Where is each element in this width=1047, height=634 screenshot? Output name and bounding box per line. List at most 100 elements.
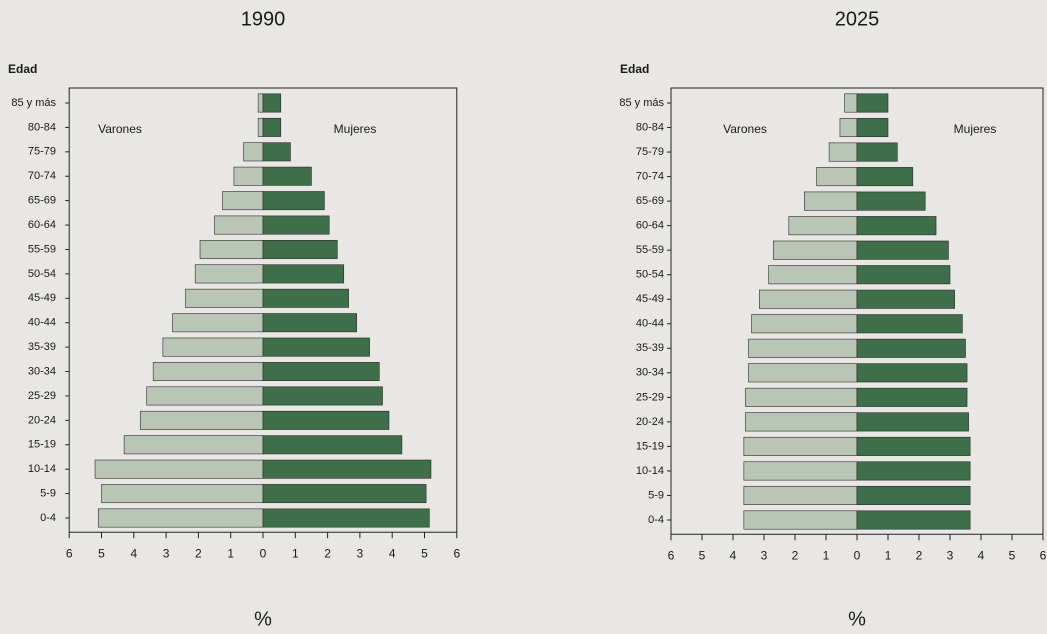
legend-label: Mujeres bbox=[334, 122, 377, 136]
bar bbox=[262, 435, 403, 455]
bar bbox=[214, 215, 264, 235]
x-tick-label: 3 bbox=[761, 548, 768, 562]
bar bbox=[839, 118, 858, 138]
x-axis-label: % bbox=[254, 608, 272, 630]
x-tick-label: 1 bbox=[885, 548, 892, 562]
bar bbox=[194, 264, 264, 284]
x-tick-label: 0 bbox=[854, 548, 861, 562]
bar bbox=[748, 363, 858, 383]
bar bbox=[856, 93, 889, 113]
bar bbox=[745, 387, 858, 407]
category-label: 5-9 bbox=[40, 487, 56, 499]
category-label: 60-64 bbox=[28, 219, 56, 231]
bar bbox=[139, 410, 264, 430]
x-tick-label: 6 bbox=[66, 546, 73, 560]
x-tick-label: 6 bbox=[668, 548, 675, 562]
bar bbox=[856, 510, 971, 530]
x-tick-label: 2 bbox=[195, 546, 202, 560]
bar bbox=[94, 459, 264, 479]
category-label: 45-49 bbox=[28, 292, 56, 304]
bar bbox=[803, 191, 858, 211]
bar bbox=[856, 265, 951, 285]
y-axis-label: Edad bbox=[8, 62, 37, 76]
category-label: 15-19 bbox=[636, 440, 664, 452]
bar bbox=[772, 240, 858, 260]
category-label: 85 y más bbox=[619, 97, 664, 109]
category-label: 70-74 bbox=[28, 170, 56, 182]
bar bbox=[146, 386, 264, 406]
bar bbox=[743, 461, 858, 481]
x-axis-label: % bbox=[848, 608, 866, 630]
bar bbox=[262, 337, 370, 357]
bar bbox=[856, 412, 969, 432]
bar bbox=[257, 93, 264, 113]
bar bbox=[262, 191, 325, 211]
category-label: 60-64 bbox=[636, 220, 664, 232]
legend-label: Mujeres bbox=[954, 122, 997, 136]
category-label: 80-84 bbox=[636, 121, 664, 133]
bar bbox=[262, 215, 330, 235]
bar bbox=[262, 288, 349, 308]
category-label: 25-29 bbox=[28, 390, 56, 402]
bar bbox=[828, 142, 858, 162]
bar bbox=[856, 363, 968, 383]
x-tick-label: 3 bbox=[357, 546, 364, 560]
bar bbox=[745, 412, 858, 432]
bar bbox=[257, 117, 264, 137]
bar bbox=[856, 167, 914, 187]
bar bbox=[844, 93, 858, 113]
x-tick-label: 0 bbox=[260, 546, 267, 560]
category-label: 20-24 bbox=[636, 416, 664, 428]
y-axis-label: Edad bbox=[620, 62, 649, 76]
category-label: 55-59 bbox=[28, 243, 56, 255]
bar bbox=[262, 264, 345, 284]
category-label: 65-69 bbox=[28, 195, 56, 207]
category-label: 40-44 bbox=[28, 317, 56, 329]
x-tick-label: 1 bbox=[823, 548, 830, 562]
bar bbox=[816, 167, 858, 187]
bar bbox=[759, 289, 858, 309]
x-tick-label: 1 bbox=[292, 546, 299, 560]
bar bbox=[743, 436, 858, 456]
bar bbox=[856, 338, 966, 358]
bar bbox=[262, 459, 432, 479]
bar bbox=[262, 508, 430, 528]
bar bbox=[262, 117, 282, 137]
bar bbox=[262, 93, 282, 113]
bar bbox=[152, 362, 264, 381]
category-label: 55-59 bbox=[636, 244, 664, 256]
category-label: 20-24 bbox=[28, 414, 56, 426]
bar bbox=[172, 313, 264, 333]
category-label: 15-19 bbox=[28, 439, 56, 451]
category-label: 75-79 bbox=[636, 146, 664, 158]
bar bbox=[856, 240, 949, 260]
bar bbox=[262, 313, 357, 333]
category-label: 10-14 bbox=[28, 463, 56, 475]
category-label: 80-84 bbox=[28, 121, 56, 133]
x-tick-label: 6 bbox=[1040, 548, 1047, 562]
bar bbox=[123, 435, 264, 455]
bar bbox=[856, 485, 971, 505]
bar bbox=[262, 240, 338, 259]
bar bbox=[222, 191, 264, 211]
x-tick-label: 2 bbox=[792, 548, 799, 562]
bar bbox=[262, 362, 380, 381]
bar bbox=[856, 118, 889, 138]
bar bbox=[97, 508, 264, 528]
bar bbox=[262, 386, 383, 406]
bar bbox=[751, 314, 858, 334]
bar bbox=[768, 265, 858, 285]
x-tick-label: 4 bbox=[978, 548, 985, 562]
x-tick-label: 2 bbox=[324, 546, 331, 560]
x-tick-label: 5 bbox=[421, 546, 428, 560]
category-label: 35-39 bbox=[636, 342, 664, 354]
category-label: 10-14 bbox=[636, 465, 664, 477]
category-label: 35-39 bbox=[28, 341, 56, 353]
x-tick-label: 5 bbox=[1009, 548, 1016, 562]
x-tick-label: 3 bbox=[947, 548, 954, 562]
bar bbox=[788, 216, 858, 236]
bar bbox=[199, 240, 264, 259]
category-label: 85 y más bbox=[11, 97, 56, 109]
bar bbox=[856, 461, 971, 481]
